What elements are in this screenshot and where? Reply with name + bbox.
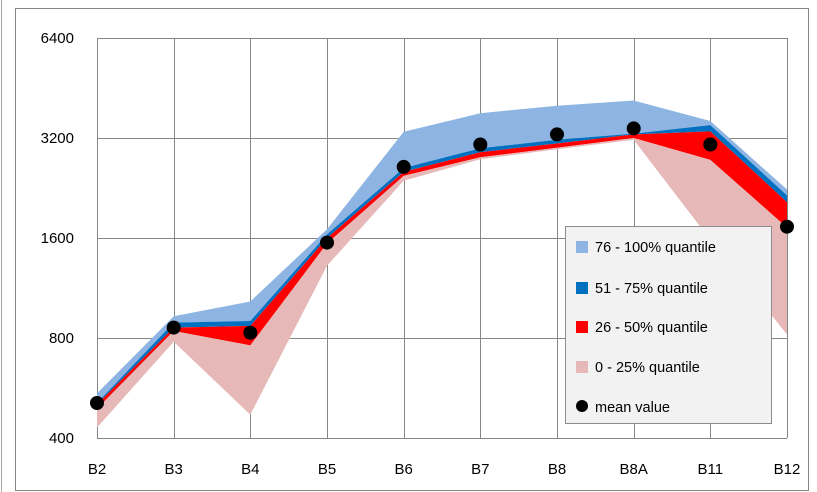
mean-point-B12 (780, 219, 794, 234)
x-tick-label-6: B8 (548, 461, 566, 478)
x-tick-label-5: B7 (471, 461, 489, 478)
mean-point-B4 (243, 325, 258, 340)
legend-swatch-1 (576, 282, 588, 294)
mean-point-B3 (166, 320, 181, 335)
mean-markers (90, 121, 794, 410)
x-tick-label-8: B11 (698, 461, 724, 478)
band-3 (97, 138, 787, 428)
mean-point-B8A (626, 121, 641, 136)
mean-point-B5 (320, 235, 334, 250)
y-tick-label-3: 800 (49, 330, 74, 347)
x-tick-label-1: B3 (165, 461, 183, 478)
y-tick-label-2: 1600 (41, 230, 74, 247)
x-tick-label-3: B5 (318, 461, 336, 478)
y-tick-label-0: 6400 (41, 30, 74, 47)
y-tick-label-1: 3200 (41, 130, 74, 147)
mean-point-B11 (703, 137, 718, 152)
mean-point-B2 (90, 396, 104, 410)
mean-point-B6 (396, 159, 411, 174)
y-axis-ticks: 6400 3200 1600 800 400 (41, 30, 74, 447)
legend-label-0: 76 - 100% quantile (595, 240, 716, 256)
legend-label-1: 51 - 75% quantile (595, 281, 708, 297)
quantile-bands (97, 100, 787, 428)
legend-label-2: 26 - 50% quantile (595, 320, 708, 336)
legend: 76 - 100% quantile 51 - 75% quantile 26 … (565, 226, 772, 424)
legend-mean-marker (576, 400, 588, 412)
legend-swatch-2 (576, 321, 588, 333)
mean-point-B7 (473, 137, 488, 152)
band-0 (97, 100, 787, 403)
mean-point-B8 (550, 127, 564, 142)
legend-swatch-0 (576, 241, 588, 253)
y-tick-label-4: 400 (49, 430, 74, 447)
x-tick-label-4: B6 (395, 461, 413, 478)
x-tick-label-2: B4 (241, 461, 259, 478)
legend-label-3: 0 - 25% quantile (595, 360, 700, 376)
x-tick-label-0: B2 (88, 461, 106, 478)
legend-box (565, 226, 772, 424)
legend-swatch-3 (576, 361, 588, 373)
band-2 (97, 131, 787, 409)
x-tick-label-7: B8A (620, 461, 648, 478)
legend-label-mean: mean value (595, 400, 670, 416)
x-axis-ticks: B2 B3 B4 B5 B6 B7 B8 B8A B11 B12 (88, 461, 801, 478)
x-tick-label-9: B12 (774, 461, 801, 478)
